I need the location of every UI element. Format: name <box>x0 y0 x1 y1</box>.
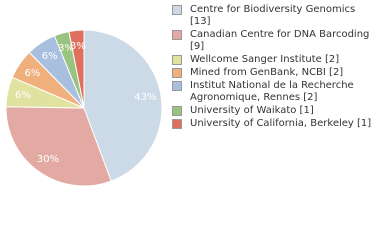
legend-swatch <box>172 106 182 116</box>
legend-entry: Institut National de la Recherche Agrono… <box>172 80 378 104</box>
legend-label: University of Waikato [1] <box>190 105 314 116</box>
legend-entry: Centre for Biodiversity Genomics [13] <box>172 4 378 28</box>
legend-label: Canadian Centre for DNA Barcoding [9] <box>190 29 370 52</box>
legend-entry: Canadian Centre for DNA Barcoding [9] <box>172 29 378 53</box>
slice-label: 6% <box>25 68 41 79</box>
pie-slice <box>5 106 112 187</box>
legend-entry: University of Waikato [1] <box>172 105 378 117</box>
pie-slice <box>83 29 163 182</box>
legend-swatch <box>172 119 182 129</box>
slice-label: 43% <box>134 92 156 103</box>
legend-entry: University of California, Berkeley [1] <box>172 118 378 130</box>
slice-label: 6% <box>15 90 31 101</box>
slice-label: 30% <box>37 154 59 165</box>
legend-swatch <box>172 81 182 91</box>
slice-label: 3% <box>58 43 74 54</box>
legend-label: University of California, Berkeley [1] <box>190 118 372 129</box>
legend: Centre for Biodiversity Genomics [13] Can… <box>172 4 378 131</box>
pie-chart: 43%30%6%6%6%3%3% <box>5 29 163 187</box>
pie-slice <box>68 29 85 109</box>
legend-entry: Wellcome Sanger Institute [2] <box>172 54 378 66</box>
legend-label: Wellcome Sanger Institute [2] <box>190 54 340 65</box>
legend-entry: Mined from GenBank, NCBI [2] <box>172 67 378 79</box>
legend-label: Institut National de la Recherche Agrono… <box>190 80 354 103</box>
slice-label: 6% <box>42 51 58 62</box>
legend-swatch <box>172 68 182 78</box>
legend-label: Mined from GenBank, NCBI [2] <box>190 67 344 78</box>
legend-swatch <box>172 55 182 65</box>
legend-swatch <box>172 30 182 40</box>
legend-swatch <box>172 5 182 15</box>
slice-label: 3% <box>70 41 86 52</box>
legend-label: Centre for Biodiversity Genomics [13] <box>190 4 356 27</box>
